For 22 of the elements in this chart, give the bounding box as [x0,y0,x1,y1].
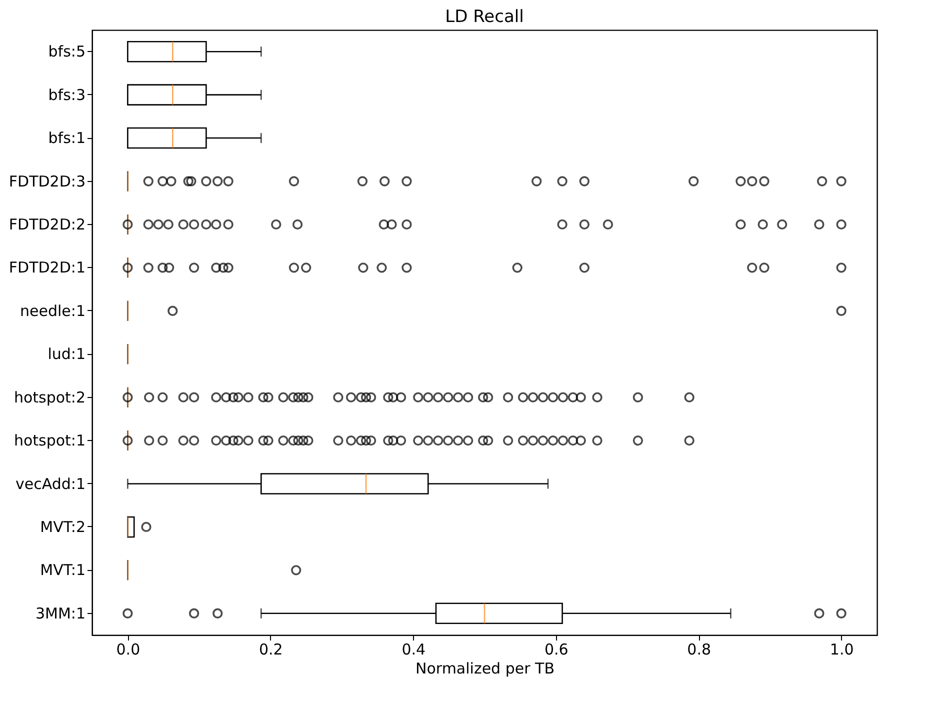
x-tick-label: 0.0 [116,640,140,658]
y-tick-label: 3MM:1 [35,604,86,622]
chart-title: LD Recall [445,7,524,27]
y-tick-label: needle:1 [20,302,86,320]
x-tick-label: 0.8 [687,640,712,658]
y-tick-label: FDTD2D:2 [8,215,86,234]
x-axis-title: Normalized per TB [416,660,554,678]
x-tick-label: 0.4 [402,640,426,658]
x-tick-label: 0.2 [258,640,283,658]
y-tick-label: lud:1 [48,345,86,364]
y-tick-label: hotspot:2 [14,388,86,406]
y-tick-label: FDTD2D:3 [8,172,86,190]
y-tick-label: bfs:1 [48,129,86,148]
y-tick-label: FDTD2D:1 [8,258,86,277]
y-tick-label: MVT:2 [40,518,86,536]
x-tick-label: 0.6 [544,640,568,658]
y-tick-label: hotspot:1 [14,432,86,450]
y-tick-label: MVT:1 [40,561,86,580]
y-tick-label: bfs:5 [48,42,86,61]
y-tick-label: vecAdd:1 [16,474,86,493]
x-tick-label: 1.0 [830,640,854,658]
y-tick-label: bfs:3 [48,86,86,104]
